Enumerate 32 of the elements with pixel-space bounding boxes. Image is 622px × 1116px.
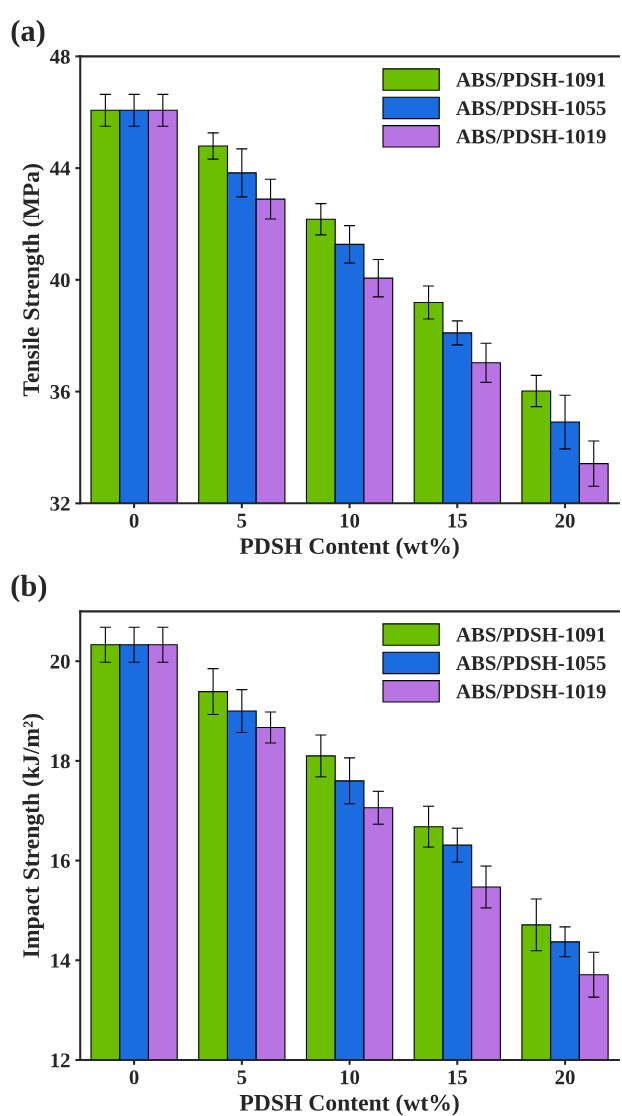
y-tick-label: 40 (49, 273, 70, 288)
x-tick-label: 20 (555, 513, 575, 528)
y-tick-label: 36 (50, 385, 70, 400)
chart-title: (a) (11, 19, 45, 48)
x-tick-label: 5 (237, 1070, 247, 1085)
legend-label: ABS/PDSH-1055 (456, 656, 606, 671)
x-tick-label: 10 (340, 1070, 360, 1085)
y-tick-label: 48 (49, 49, 70, 64)
legend-label: ABS/PDSH-1019 (456, 684, 606, 699)
y-tick-label: 32 (50, 496, 70, 511)
chart-title: (b) (11, 574, 47, 603)
y-tick-label: 12 (51, 1053, 70, 1068)
x-tick-label: 10 (340, 513, 360, 528)
x-axis-title: PDSH Content (wt%) (239, 537, 459, 559)
x-tick-label: 20 (555, 1070, 575, 1085)
y-tick-label: 16 (51, 854, 70, 869)
x-tick-label: 0 (129, 1070, 139, 1085)
y-tick-label: 14 (51, 953, 71, 968)
y-axis-title: Tensile Strength (MPa) (22, 164, 45, 397)
legend-label: ABS/PDSH-1091 (456, 72, 606, 87)
x-tick-label: 15 (448, 1070, 467, 1085)
x-tick-label: 0 (129, 513, 139, 528)
x-tick-label: 15 (448, 513, 467, 528)
y-axis-title: Impact Strength (kJ/m²) (22, 714, 45, 958)
x-tick-label: 5 (237, 513, 247, 528)
x-axis-title: PDSH Content (wt%) (239, 1094, 459, 1116)
y-tick-label: 18 (51, 754, 70, 769)
legend-label: ABS/PDSH-1019 (456, 129, 606, 144)
legend-label: ABS/PDSH-1055 (456, 101, 606, 116)
y-tick-label: 20 (50, 654, 70, 669)
legend-label: ABS/PDSH-1091 (456, 627, 606, 642)
y-tick-label: 44 (49, 161, 71, 176)
